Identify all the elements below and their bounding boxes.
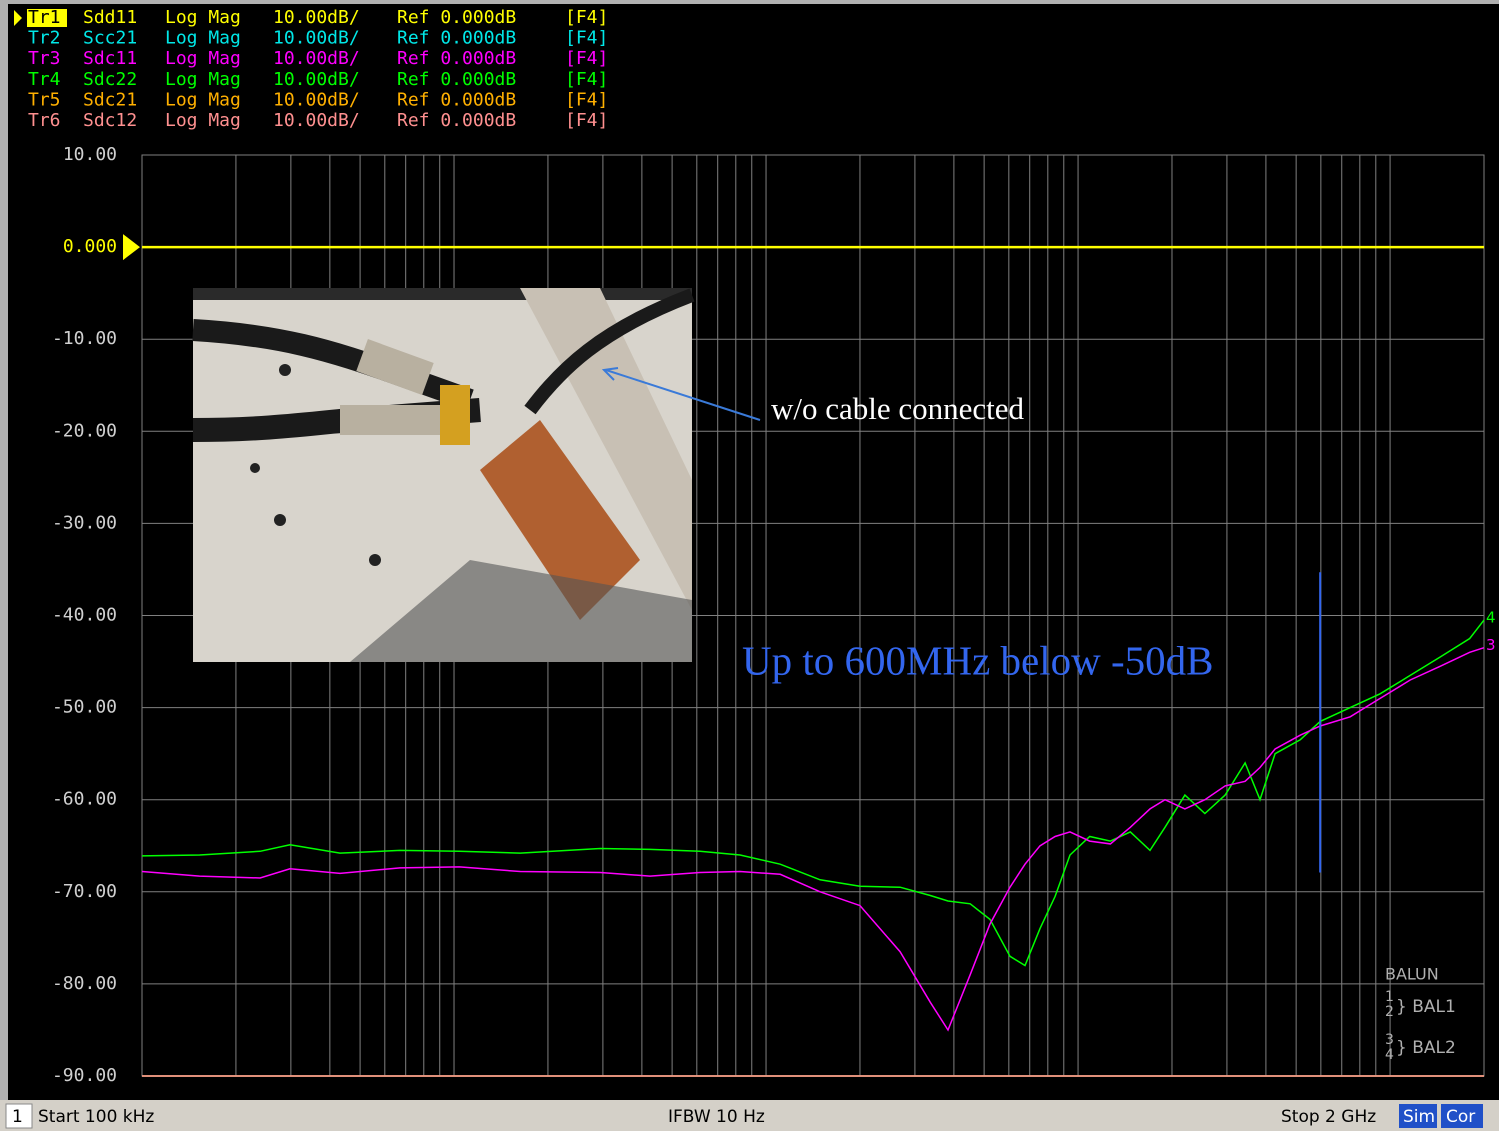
balun-name: } BAL1	[1396, 997, 1456, 1017]
balun-legend: BALUN 1 2 } BAL1 3 4 } BAL2	[1385, 965, 1456, 1064]
trace-ref: Ref 0.000dB	[397, 28, 516, 49]
photo-connector	[440, 385, 470, 445]
balun-port: 4	[1385, 1047, 1394, 1063]
ifbw: IFBW 10 Hz	[668, 1107, 765, 1127]
channel-number: 1	[12, 1107, 23, 1127]
balun-port: 1	[1385, 989, 1394, 1005]
trace-param: Sdc11	[83, 48, 137, 69]
photo-edge	[193, 288, 692, 300]
plot: 10.00 0.000 -10.00 -20.00 -30.00 -40.00 -50.00…	[52, 144, 1496, 1086]
photo-connector	[340, 405, 440, 435]
top-frame	[0, 0, 1499, 4]
balun-port: 3	[1385, 1032, 1394, 1048]
cor-label[interactable]: Cor	[1446, 1107, 1475, 1127]
y-tick-label: -50.00	[52, 697, 117, 718]
cor-button[interactable]	[1441, 1104, 1483, 1128]
active-trace-marker	[14, 10, 22, 26]
trace-end-label: 4	[1486, 609, 1496, 627]
annotation-arrowhead	[601, 367, 619, 381]
y-tick-label: -70.00	[52, 881, 117, 902]
trace-channel: [F4]	[565, 110, 608, 131]
y-tick-label: 10.00	[63, 144, 117, 165]
trace-param: Sdc12	[83, 110, 137, 131]
trace-name: Tr6	[28, 110, 61, 131]
trace-channel: [F4]	[565, 89, 608, 110]
trace-param: Sdc22	[83, 69, 137, 90]
annotation-arrow	[605, 369, 761, 421]
trace-param: Sdd11	[83, 7, 137, 28]
start-frequency: Start 100 kHz	[38, 1107, 154, 1127]
trace-name: Tr1	[28, 7, 61, 28]
trace-format: Log Mag	[165, 28, 241, 49]
trace-format: Log Mag	[165, 110, 241, 131]
channel-box	[5, 1103, 33, 1129]
inset-photo	[192, 288, 695, 662]
trace-name: Tr4	[28, 69, 61, 90]
trace-end-label: 3	[1486, 636, 1496, 654]
balun-name: } BAL2	[1396, 1038, 1456, 1058]
sim-label[interactable]: Sim	[1403, 1107, 1435, 1127]
photo-dot	[279, 364, 291, 376]
trace-ref: Ref 0.000dB	[397, 48, 516, 69]
y-tick-label: -40.00	[52, 605, 117, 626]
trace-ref: Ref 0.000dB	[397, 7, 516, 28]
photo-dot	[250, 463, 260, 473]
y-tick-label: -20.00	[52, 420, 117, 441]
stop-frequency: Stop 2 GHz	[1281, 1107, 1376, 1127]
annotation-text: Up to 600MHz below -50dB	[742, 637, 1213, 683]
trace-name: Tr5	[28, 89, 61, 110]
photo-shadow	[193, 560, 692, 662]
trace-scale: 10.00dB/	[273, 110, 360, 131]
trace-scale: 10.00dB/	[273, 69, 360, 90]
y-tick-label: -10.00	[52, 328, 117, 349]
photo-copper	[480, 420, 640, 620]
trace-channel: [F4]	[565, 48, 608, 69]
photo-connector	[356, 339, 434, 395]
trace-ref: Ref 0.000dB	[397, 69, 516, 90]
annotation-text: w/o cable connected	[771, 391, 1025, 426]
reference-marker	[123, 234, 140, 261]
y-tick-label: -80.00	[52, 973, 117, 994]
trace-scale: 10.00dB/	[273, 28, 360, 49]
trace-scale: 10.00dB/	[273, 48, 360, 69]
trace-header: Tr1 Sdd11 Log Mag 10.00dB/Ref 0.000dB [F4] Tr…	[14, 7, 608, 131]
y-tick-label: 0.000	[63, 236, 117, 257]
y-tick-label: -90.00	[52, 1065, 117, 1086]
trace-format: Log Mag	[165, 48, 241, 69]
trace-format: Log Mag	[165, 89, 241, 110]
active-trace-highlight	[27, 9, 67, 27]
trace-param: Sdc21	[83, 89, 137, 110]
trace-name: Tr2	[28, 28, 61, 49]
photo-cable	[524, 288, 695, 415]
trace-ref: Ref 0.000dB	[397, 110, 516, 131]
trace-format: Log Mag	[165, 7, 241, 28]
trace-scale: 10.00dB/	[273, 7, 360, 28]
trace-channel: [F4]	[565, 28, 608, 49]
y-tick-label: -60.00	[52, 789, 117, 810]
y-tick-label: -30.00	[52, 512, 117, 533]
left-frame	[0, 0, 8, 1100]
photo-dot	[274, 514, 286, 526]
trace-channel: [F4]	[565, 7, 608, 28]
trace-param: Scc21	[83, 28, 137, 49]
trace-channel: [F4]	[565, 69, 608, 90]
status-bar: 1 Start 100 kHz IFBW 10 Hz Stop 2 GHz Si…	[0, 1100, 1499, 1131]
status-background	[0, 1100, 1499, 1131]
balun-port: 2	[1385, 1004, 1394, 1020]
trace-name: Tr3	[28, 48, 61, 69]
photo-dot	[369, 554, 381, 566]
trace-ref: Ref 0.000dB	[397, 89, 516, 110]
balun-title: BALUN	[1385, 965, 1439, 984]
trace-scale: 10.00dB/	[273, 89, 360, 110]
trace-line	[141, 619, 1485, 967]
trace-line	[141, 646, 1485, 1032]
trace-format: Log Mag	[165, 69, 241, 90]
sim-button[interactable]	[1399, 1104, 1437, 1128]
